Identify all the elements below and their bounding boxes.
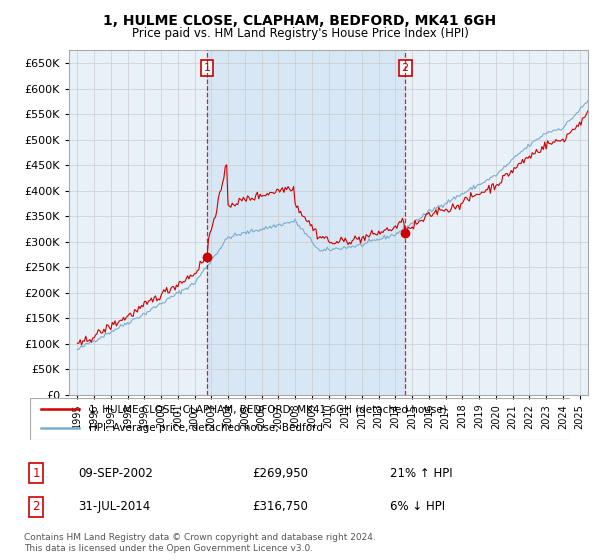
Text: Price paid vs. HM Land Registry's House Price Index (HPI): Price paid vs. HM Land Registry's House … xyxy=(131,27,469,40)
Text: 1: 1 xyxy=(203,63,211,73)
Text: 1: 1 xyxy=(32,466,40,480)
Text: 6% ↓ HPI: 6% ↓ HPI xyxy=(390,500,445,514)
Text: 2: 2 xyxy=(401,63,409,73)
Text: 09-SEP-2002: 09-SEP-2002 xyxy=(78,466,153,480)
Bar xyxy=(207,50,405,395)
Text: £316,750: £316,750 xyxy=(252,500,308,514)
Text: £269,950: £269,950 xyxy=(252,466,308,480)
Text: 1, HULME CLOSE, CLAPHAM, BEDFORD, MK41 6GH (detached house): 1, HULME CLOSE, CLAPHAM, BEDFORD, MK41 6… xyxy=(89,404,447,414)
Text: 2: 2 xyxy=(32,500,40,514)
Text: 1, HULME CLOSE, CLAPHAM, BEDFORD, MK41 6GH: 1, HULME CLOSE, CLAPHAM, BEDFORD, MK41 6… xyxy=(103,14,497,28)
Text: Contains HM Land Registry data © Crown copyright and database right 2024.
This d: Contains HM Land Registry data © Crown c… xyxy=(24,533,376,553)
Text: 31-JUL-2014: 31-JUL-2014 xyxy=(78,500,150,514)
Text: 21% ↑ HPI: 21% ↑ HPI xyxy=(390,466,452,480)
Text: HPI: Average price, detached house, Bedford: HPI: Average price, detached house, Bedf… xyxy=(89,423,323,433)
